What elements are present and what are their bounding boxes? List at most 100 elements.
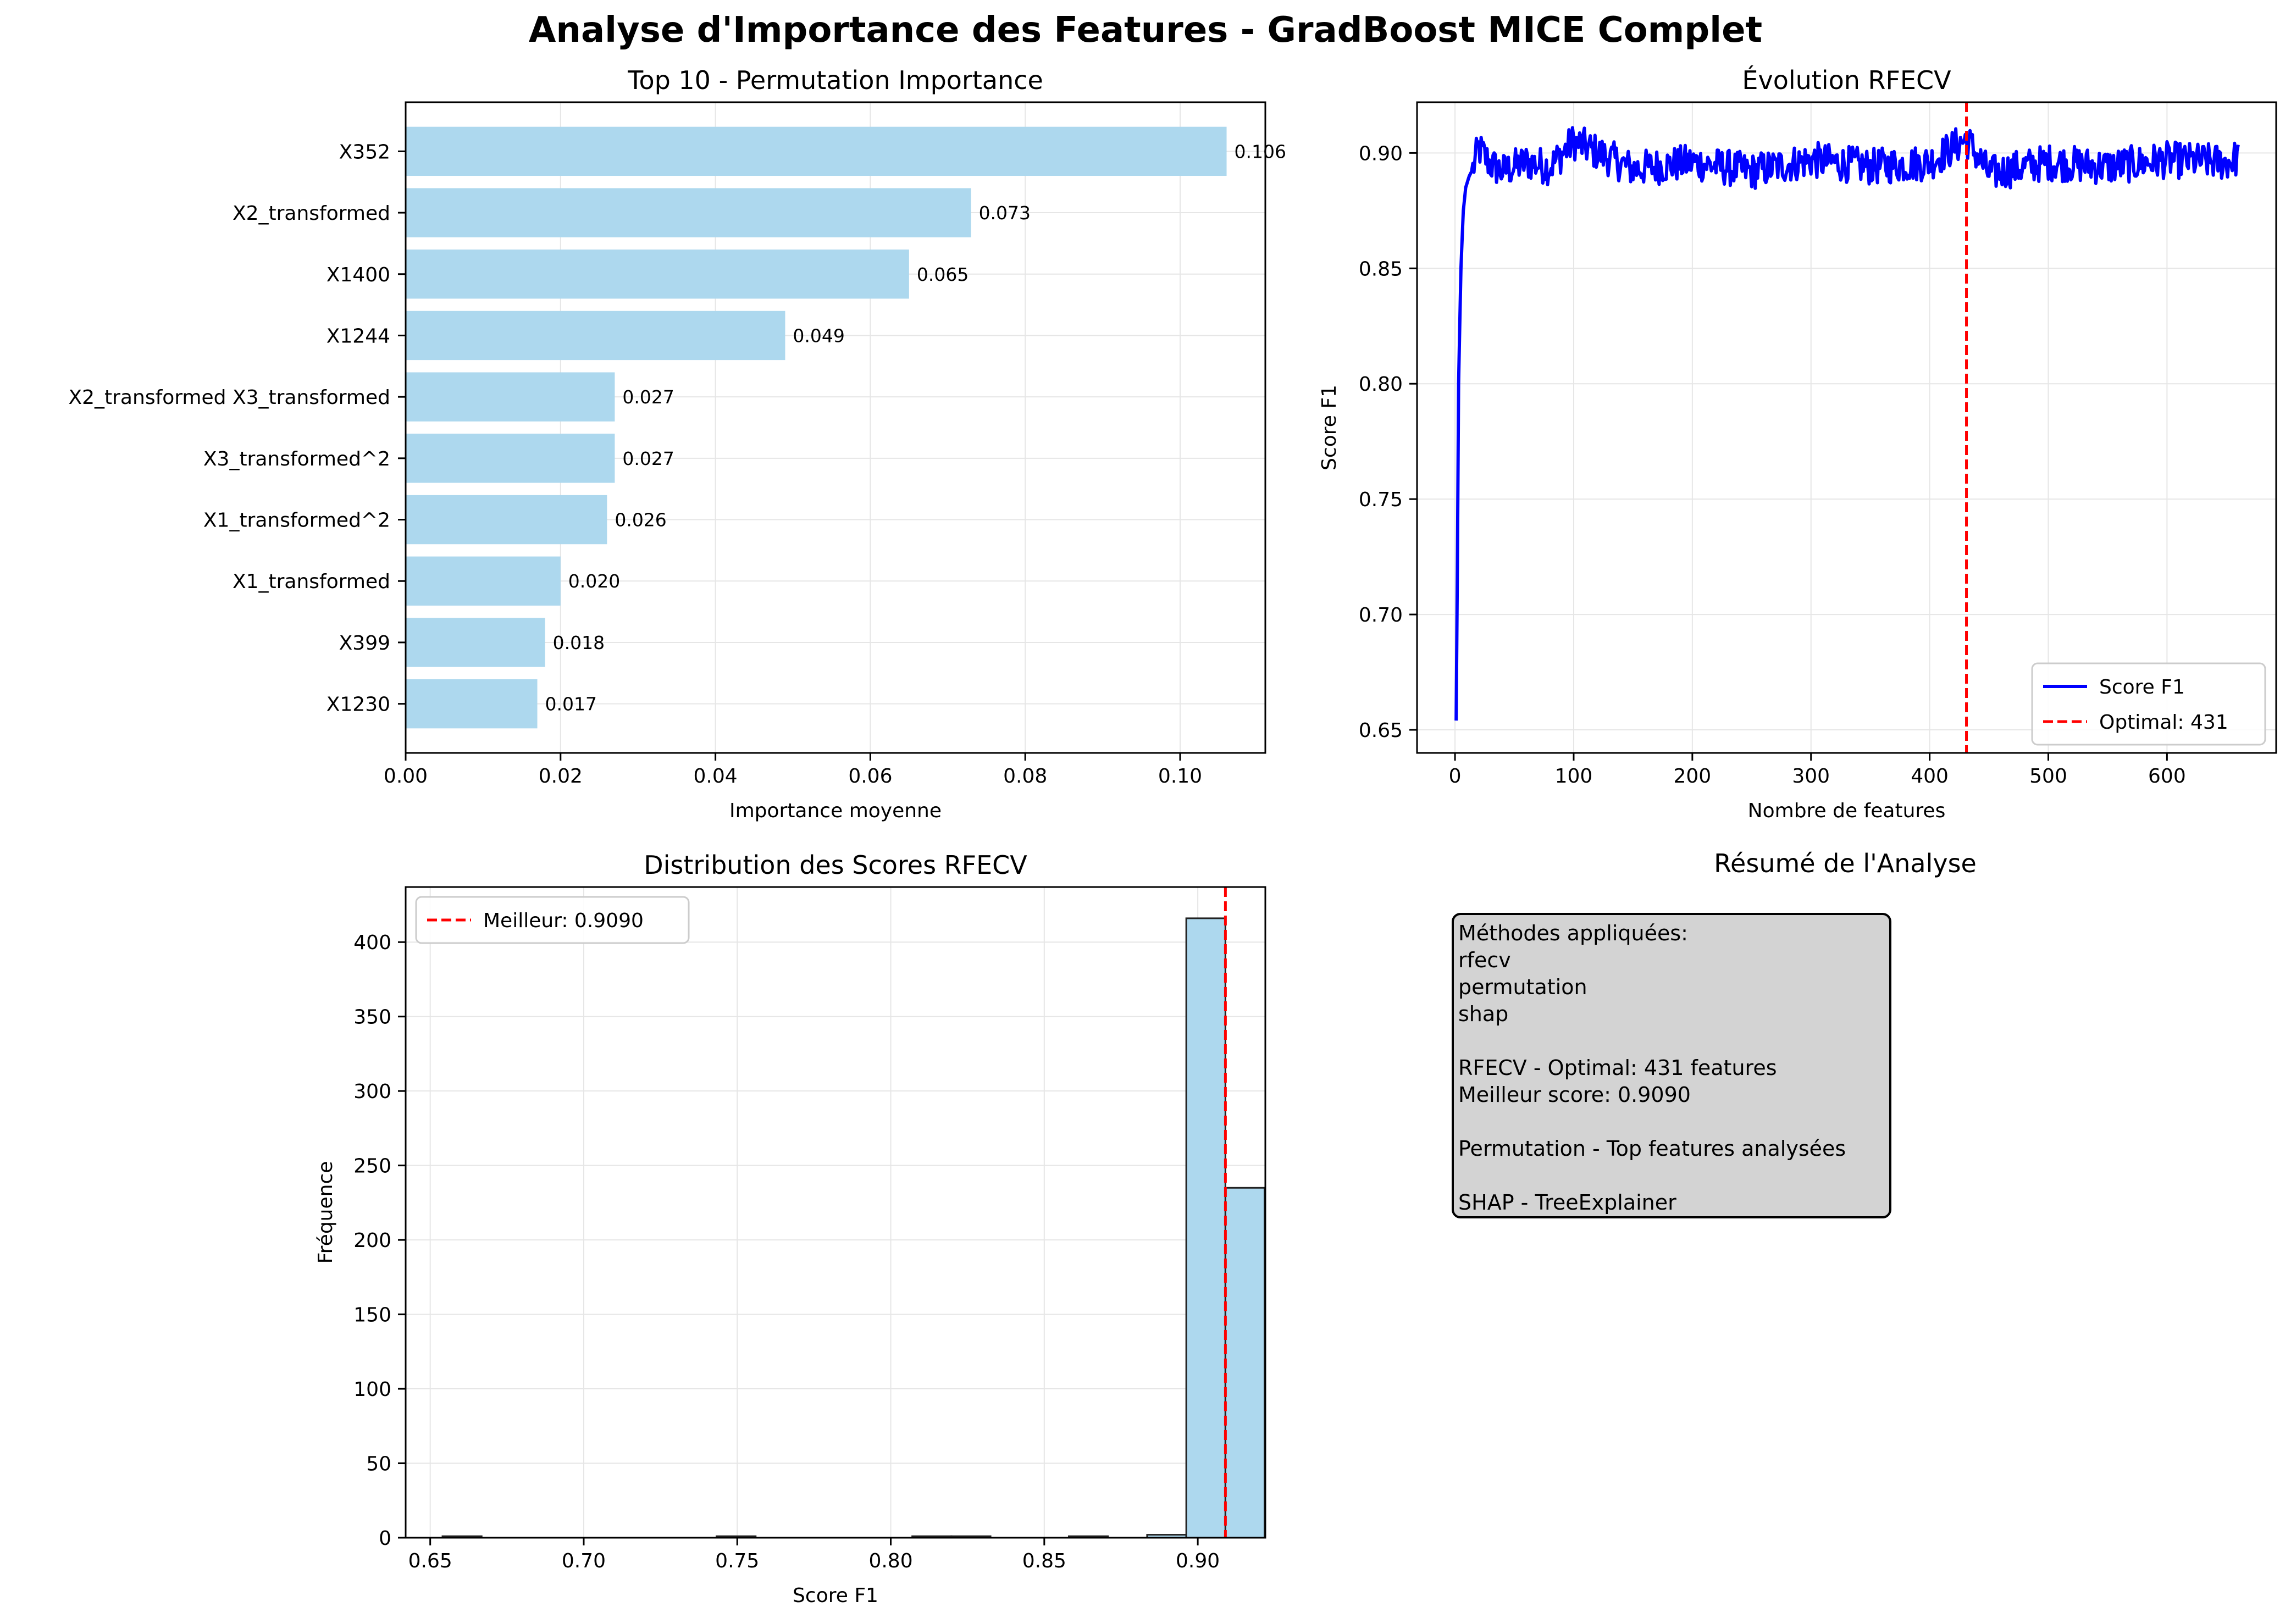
bar <box>406 126 1227 176</box>
y-tick-label: 150 <box>353 1304 391 1327</box>
bar <box>406 250 909 299</box>
x-axis-label: Nombre de features <box>1748 800 1946 822</box>
analysis-summary-panel: Résumé de l'Analyse Méthodes appliquées:… <box>1452 849 1977 1218</box>
y-tick-label: X2_transformed <box>233 202 390 225</box>
summary-line: shap <box>1458 1002 1508 1026</box>
rfecv-score-distribution-chart: 0.65 0.70 0.75 0.80 0.85 0.90 0 50 100 150 200 250 3… <box>314 850 1266 1607</box>
x-tick-label: 0.10 <box>1158 765 1202 788</box>
y-tick-label: X1230 <box>327 694 390 716</box>
y-tick-label: X1400 <box>327 264 390 286</box>
y-tick-label: 0.75 <box>1359 489 1403 511</box>
bar <box>406 556 561 606</box>
x-axis-label: Score F1 <box>793 1584 878 1607</box>
bar <box>406 311 785 361</box>
rfecv-evolution-chart: 0 100 200 300 400 500 600 0.65 0.70 0.75 0.80 0.85 0… <box>1318 65 2277 822</box>
bar <box>406 434 615 483</box>
y-tick-label: 0.85 <box>1359 258 1403 280</box>
y-tick-label: 200 <box>353 1229 391 1252</box>
histogram-bin <box>1185 917 1226 1539</box>
y-tick-label: 0.90 <box>1359 142 1403 165</box>
x-tick-label: 0.90 <box>1176 1550 1220 1572</box>
summary-box <box>1452 913 1891 1218</box>
summary-line: rfecv <box>1458 948 1511 972</box>
x-tick-label: 300 <box>1792 765 1830 788</box>
y-tick-label: 300 <box>353 1080 391 1103</box>
legend-label-f1: Score F1 <box>2099 676 2185 699</box>
y-tick-label: 0.70 <box>1359 604 1403 627</box>
y-tick-label: 350 <box>353 1006 391 1029</box>
legend-label-best: Meilleur: 0.9090 <box>483 910 644 932</box>
y-tick-label: X352 <box>339 141 390 163</box>
y-tick-label: 50 <box>366 1453 391 1476</box>
bar-value-label: 0.106 <box>1235 141 1286 162</box>
x-tick-label: 500 <box>2029 765 2067 788</box>
bar <box>406 495 607 545</box>
chart-title: Évolution RFECV <box>1742 65 1951 95</box>
summary-line: Méthodes appliquées: <box>1458 921 1688 945</box>
legend-box <box>2031 662 2266 746</box>
plot-frame <box>405 886 1266 1539</box>
bar <box>406 679 538 729</box>
summary-line: Permutation - Top features analysées <box>1458 1137 1846 1161</box>
x-tick-label: 0.75 <box>715 1550 759 1572</box>
bar <box>406 372 615 422</box>
y-tick-label: 100 <box>353 1378 391 1401</box>
x-tick-label: 0 <box>1449 765 1462 788</box>
x-tick-label: 600 <box>2148 765 2186 788</box>
summary-line: permutation <box>1458 975 1587 999</box>
figure-suptitle: Analyse d'Importance des Features - Grad… <box>529 10 1762 51</box>
bar-value-label: 0.018 <box>553 632 605 653</box>
x-tick-label: 0.65 <box>408 1550 452 1572</box>
permutation-importance-chart: 0.00 0.02 0.04 0.06 0.08 0.10 0.017 X1230 0.018 X… <box>68 65 1286 822</box>
y-tick-label: 0 <box>379 1527 391 1550</box>
bar-value-label: 0.065 <box>917 264 969 285</box>
y-tick-label: 400 <box>353 932 391 954</box>
bar-value-label: 0.049 <box>793 325 844 346</box>
f1-score-line <box>1454 126 2240 721</box>
chart-title: Distribution des Scores RFECV <box>644 850 1027 880</box>
bar-value-label: 0.027 <box>622 448 674 469</box>
bar-value-label: 0.017 <box>545 694 597 715</box>
y-tick-label: 0.80 <box>1359 373 1403 396</box>
x-tick-label: 0.70 <box>562 1550 606 1572</box>
x-tick-label: 0.80 <box>868 1550 912 1572</box>
x-tick-label: 400 <box>1911 765 1949 788</box>
x-tick-label: 200 <box>1673 765 1711 788</box>
y-tick-label: 250 <box>353 1155 391 1178</box>
x-tick-label: 0.00 <box>384 765 428 788</box>
bar-value-label: 0.073 <box>979 202 1031 224</box>
x-tick-label: 100 <box>1555 765 1593 788</box>
y-tick-label: 0.65 <box>1359 719 1403 742</box>
bar-value-label: 0.026 <box>615 509 666 531</box>
y-tick-label: X1_transformed <box>233 570 390 593</box>
bar <box>406 188 971 237</box>
bar-value-label: 0.020 <box>568 570 620 592</box>
y-tick-label: X399 <box>339 632 390 655</box>
bar-value-label: 0.027 <box>622 386 674 408</box>
y-tick-label: X1244 <box>327 325 390 347</box>
x-tick-label: 0.06 <box>848 765 892 788</box>
bar <box>406 618 545 667</box>
y-tick-label: X3_transformed^2 <box>203 448 390 470</box>
x-axis-label: Importance moyenne <box>729 800 942 822</box>
x-tick-label: 0.04 <box>694 765 738 788</box>
y-axis-label: Fréquence <box>314 1161 337 1264</box>
x-tick-label: 0.02 <box>539 765 583 788</box>
legend-label-optimal: Optimal: 431 <box>2099 711 2228 734</box>
legend-box <box>415 896 690 944</box>
summary-title: Résumé de l'Analyse <box>1714 849 1977 878</box>
summary-line: Meilleur score: 0.9090 <box>1458 1083 1691 1107</box>
y-tick-label: X2_transformed X3_transformed <box>68 386 390 409</box>
x-tick-label: 0.08 <box>1003 765 1047 788</box>
summary-line: RFECV - Optimal: 431 features <box>1458 1056 1777 1080</box>
chart-title: Top 10 - Permutation Importance <box>627 65 1043 95</box>
summary-text: Méthodes appliquées: rfecv permutation shap… <box>1458 921 1846 1215</box>
plot-frame <box>405 101 1266 754</box>
y-axis-label: Score F1 <box>1318 385 1341 470</box>
x-tick-label: 0.85 <box>1022 1550 1066 1572</box>
y-tick-label: X1_transformed^2 <box>203 509 390 532</box>
plot-frame <box>1416 101 2277 754</box>
summary-line: SHAP - TreeExplainer <box>1458 1190 1676 1215</box>
